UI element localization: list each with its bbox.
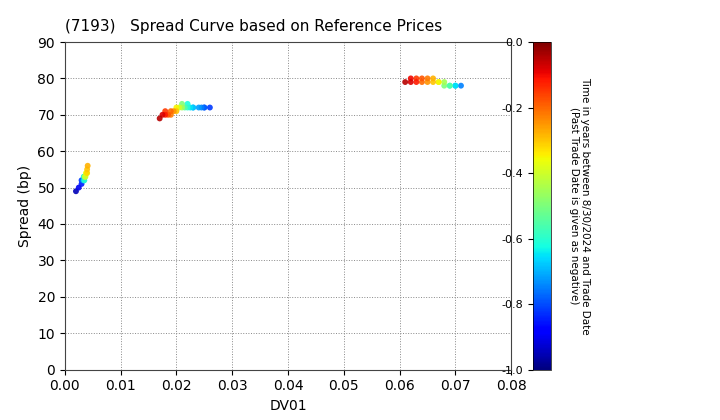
Point [193,104,204,111]
Point [80,170,91,176]
Point [416,75,428,82]
Point [78,173,90,180]
Point [433,79,444,85]
Point [444,82,456,89]
Point [73,184,84,191]
Point [79,173,91,180]
Point [171,108,182,115]
Point [416,79,428,85]
Point [76,181,87,187]
Point [428,75,439,82]
Point [162,111,174,118]
Point [410,75,422,82]
Point [82,163,94,169]
Point [181,104,193,111]
Point [199,104,210,111]
Point [78,177,89,184]
Point [422,79,433,85]
Point [81,166,93,173]
Point [168,108,179,115]
X-axis label: DV01: DV01 [269,399,307,413]
Point [196,104,207,111]
Point [78,177,90,184]
Point [428,79,439,85]
Point [438,79,450,85]
Point [171,104,182,111]
Point [455,82,467,89]
Point [422,75,433,82]
Point [179,104,191,111]
Point [204,104,216,111]
Point [160,111,171,118]
Point [405,75,416,82]
Point [184,104,196,111]
Point [449,82,462,89]
Point [400,79,411,85]
Point [176,104,188,111]
Point [78,173,89,180]
Point [80,173,91,180]
Text: Time in years between 8/30/2024 and Trade Date
(Past Trade Date is given as nega: Time in years between 8/30/2024 and Trad… [569,77,590,335]
Point [157,111,168,118]
Point [165,111,176,118]
Point [176,100,188,107]
Y-axis label: Spread (bp): Spread (bp) [18,165,32,247]
Point [165,108,176,115]
Point [154,115,166,122]
Text: (7193)   Spread Curve based on Reference Prices: (7193) Spread Curve based on Reference P… [65,19,442,34]
Point [449,82,462,89]
Point [405,79,416,85]
Point [410,79,422,85]
Point [77,177,89,184]
Point [81,170,92,176]
Point [76,177,87,184]
Point [438,82,450,89]
Point [81,170,93,176]
Point [187,104,199,111]
Point [444,82,456,89]
Point [78,177,89,184]
Point [199,104,210,111]
Point [181,100,193,107]
Point [71,188,81,194]
Point [433,79,444,85]
Point [187,104,199,111]
Point [174,104,185,111]
Point [160,108,171,115]
Point [79,173,91,180]
